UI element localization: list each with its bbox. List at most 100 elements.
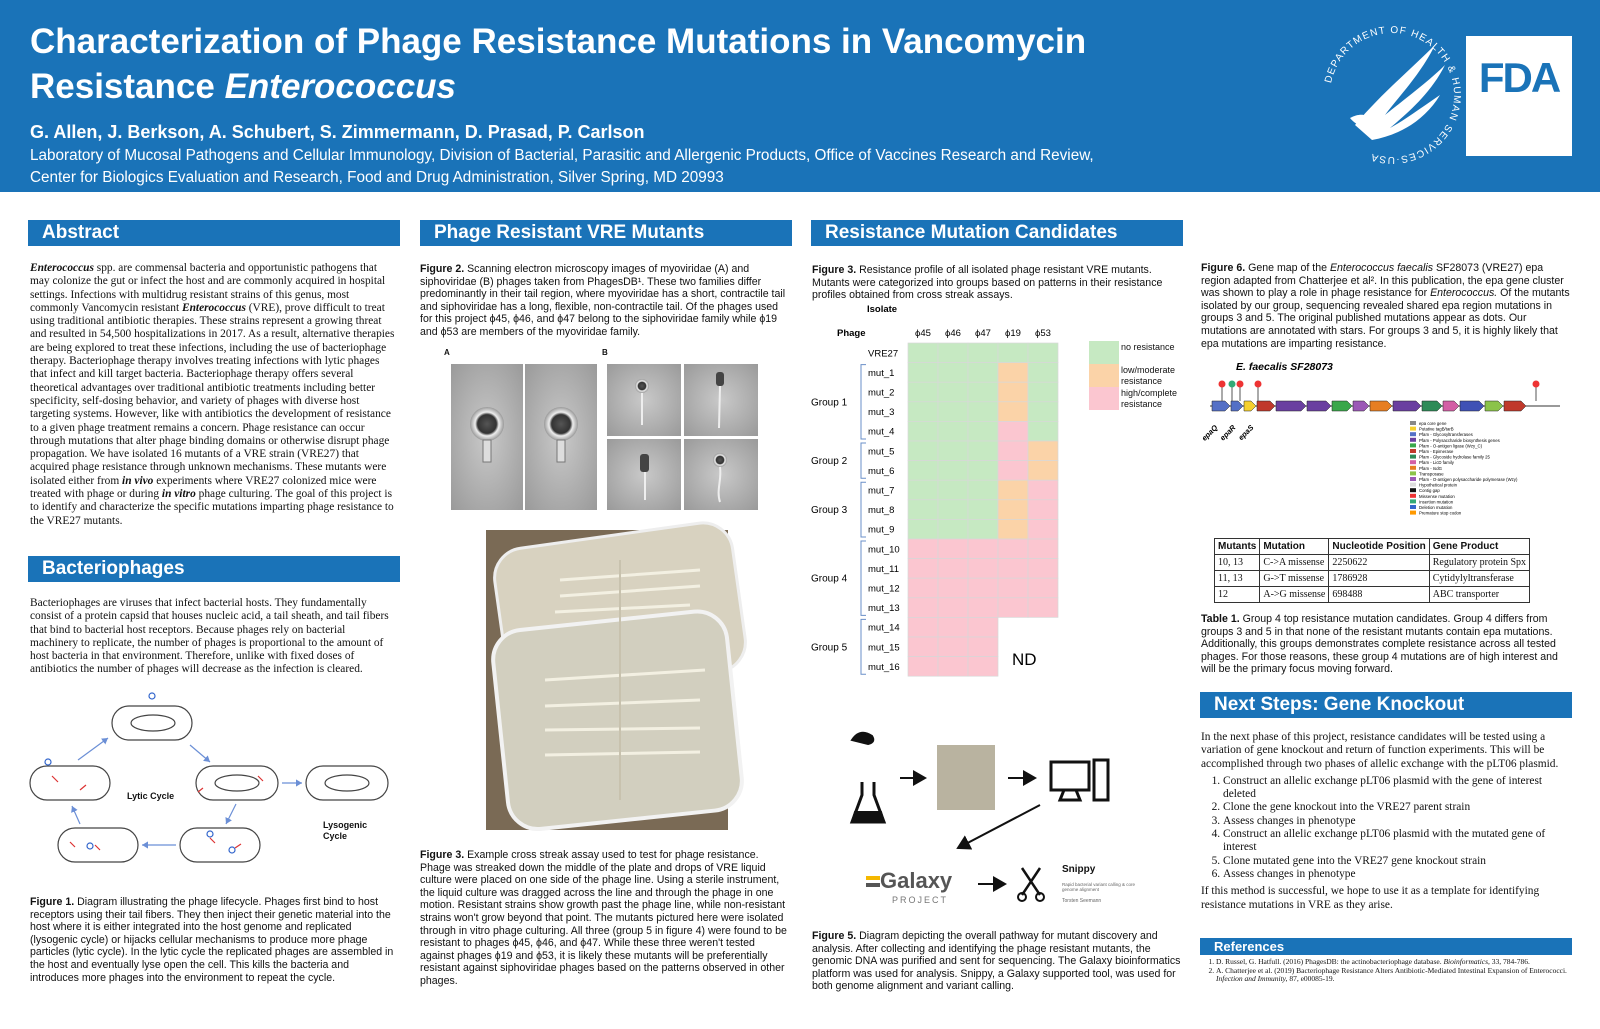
heatmap-cell [907, 381, 939, 403]
table-cell: 698488 [1328, 586, 1430, 603]
heatmap-cell [907, 362, 939, 383]
heatmap-cell [937, 440, 969, 461]
tail [717, 466, 722, 503]
legend-swatch [1410, 499, 1416, 504]
text-run: Of the mutants isolated by our group, se… [1201, 287, 1570, 350]
reference: D. Russel, G. Hatfull. (2016) PhagesDB: … [1216, 957, 1572, 967]
legend-swatch [1410, 471, 1416, 476]
column-header: Phage [837, 328, 866, 339]
heatmap-cell [967, 636, 999, 657]
table-cell: ABC transporter [1428, 586, 1531, 603]
not-determined: ND [1012, 650, 1037, 669]
scissors-ring [1017, 892, 1027, 902]
legend-label: Insertion mutation [1419, 499, 1454, 504]
table-cell: G->T missense [1259, 570, 1330, 587]
caption-text: Gene map of the Enterococcus faecalis SF… [1201, 262, 1570, 350]
mutation-dot [1254, 380, 1262, 388]
figure-label: Figure 3. [420, 849, 465, 861]
step: Assess changes in phenotype [1223, 868, 1571, 881]
heatmap-cell [937, 479, 969, 501]
legend-swatch [1410, 465, 1416, 470]
fda-logo: FDA [1479, 54, 1561, 101]
column-label: ϕ19 [1005, 328, 1021, 339]
header-band [0, 0, 1600, 192]
heatmap-cell [997, 577, 1029, 599]
heatmap-cell [937, 421, 969, 442]
bold-italic-run: in vitro [161, 488, 196, 501]
phage [148, 692, 156, 700]
table-cell: 12 [1213, 586, 1261, 603]
legend-label: Pfam - Glycoside hydrolase family 25 [1419, 455, 1491, 460]
gene-arrow [1352, 400, 1370, 412]
group-bracket [860, 618, 866, 675]
legend-swatch [1410, 493, 1416, 498]
isolate-label: VRE27 [868, 348, 898, 359]
legend-label: Deletion mutation [1419, 505, 1453, 510]
cell [111, 705, 193, 741]
bold-italic-run: Enterococcus [30, 262, 94, 274]
heatmap-cell [997, 460, 1029, 481]
galaxy-mark [866, 876, 880, 880]
heatmap-cell [1027, 519, 1059, 540]
table-row: 11, 13 G->T missense 1786928 Cytidylyltrans… [1213, 570, 1531, 587]
figure-caption: Figure 3. Resistance profile of all isol… [812, 264, 1182, 302]
mutation-dot [1218, 380, 1226, 388]
galaxy-logo: Galaxy [880, 868, 953, 893]
step: Assess changes in phenotype [1223, 815, 1571, 828]
capsid [713, 453, 727, 467]
heatmap-cell [907, 577, 939, 599]
monitor-stand [1057, 789, 1083, 802]
gene-label: epaQ [1200, 423, 1220, 443]
column-label: ϕ45 [915, 328, 931, 339]
isolate-label: mut_2 [868, 388, 894, 399]
affiliation: Laboratory of Mucosal Pathogens and Cell… [30, 147, 1094, 164]
figure-caption: Figure 6. Gene map of the Enterococcus f… [1201, 262, 1571, 350]
heatmap-cell [1027, 381, 1059, 403]
heatmap-cell [967, 558, 999, 579]
heatmap-cell [967, 538, 999, 559]
heatmap-cell [907, 342, 939, 363]
step: Clone the gene knockout into the VRE27 p… [1223, 801, 1571, 814]
gene-arrow [1256, 400, 1276, 412]
abstract-text: Enterococcus spp. are commensal bacteria… [30, 262, 396, 528]
table-cell: 10, 13 [1213, 554, 1261, 571]
isolate-label: mut_5 [868, 446, 894, 457]
isolate-label: mut_1 [868, 368, 894, 379]
mutation-dot [1532, 380, 1540, 388]
cell [29, 765, 111, 801]
heatmap-cell [907, 538, 939, 559]
heatmap-cell [997, 558, 1029, 579]
isolate-label: mut_16 [868, 662, 900, 673]
text-run: (VRE), prove difficult to treat using tr… [30, 301, 395, 487]
heatmap-cell [1027, 460, 1059, 481]
legend-label: epa core gene [1419, 421, 1447, 426]
heatmap-cell [967, 577, 999, 599]
caption-text: Scanning electron microscopy images of m… [420, 263, 786, 338]
bacteriophages-text: Bacteriophages are viruses that infect b… [30, 597, 389, 676]
panel-label: B [602, 348, 608, 357]
capsid [640, 454, 649, 472]
heatmap-cell [967, 617, 999, 638]
group-label: Group 4 [811, 574, 848, 585]
heatmap-cell [997, 499, 1029, 520]
step: Clone mutated gene into the VRE27 gene k… [1223, 855, 1571, 868]
tail [556, 439, 566, 463]
galaxy-mark [866, 883, 880, 887]
diagram-label: Lytic Cycle [127, 791, 175, 801]
panel-label: A [444, 348, 450, 357]
group-label: Group 2 [811, 456, 848, 467]
arrow [225, 803, 237, 825]
intro: In the next phase of this project, resis… [1201, 731, 1559, 770]
column-label: ϕ47 [975, 328, 991, 339]
heatmap-cell [967, 460, 999, 481]
heatmap-cell [997, 401, 1029, 422]
table-row: 10, 13 C->A missense 2250622 Regulatory pro… [1213, 554, 1531, 571]
heatmap-cell [907, 401, 939, 422]
group-label: Group 5 [811, 642, 848, 653]
column-label: ϕ53 [1035, 328, 1051, 339]
text-run: phage culturing. The goal of this projec… [30, 488, 394, 527]
legend-swatch [1410, 505, 1416, 509]
legend-swatch [1410, 449, 1416, 453]
gene-arrow [1392, 400, 1422, 412]
